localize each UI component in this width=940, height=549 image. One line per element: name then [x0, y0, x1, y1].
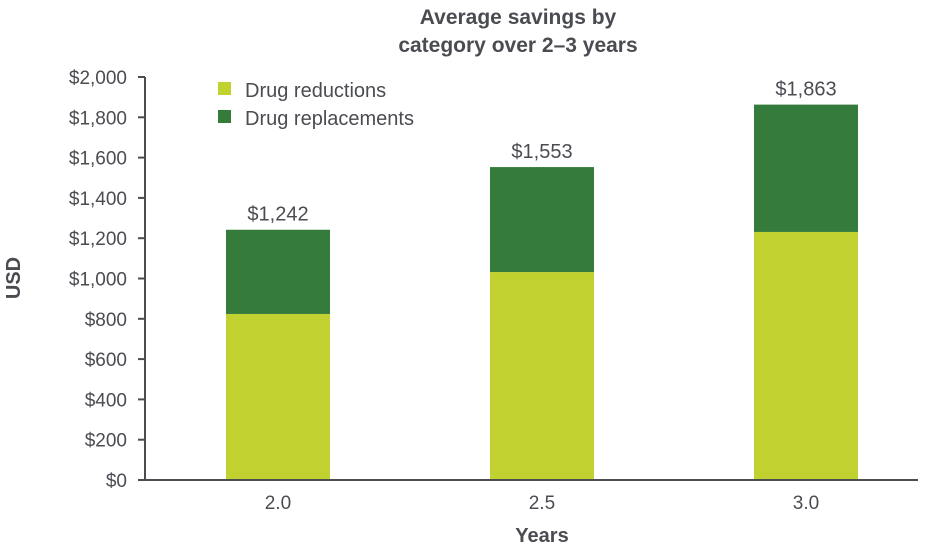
y-tick-label: $600	[85, 350, 127, 371]
legend-swatch-drug-reductions	[218, 82, 231, 95]
y-tick-label: $2,000	[69, 68, 127, 89]
y-tick-label: $1,800	[69, 108, 127, 129]
y-tick-label: $1,600	[69, 149, 127, 170]
bar-total-label: $1,863	[775, 79, 836, 101]
legend: Drug reductions Drug replacements	[218, 80, 414, 130]
bar-drug-replacements	[754, 104, 858, 232]
y-tick-label: $1,200	[69, 229, 127, 250]
bars: $1,242 $1,553 $1,863	[226, 79, 858, 480]
bar-total-label: $1,553	[511, 141, 572, 163]
bar-total-label: $1,242	[247, 204, 308, 226]
bar-drug-reductions	[754, 231, 858, 480]
x-tick-label: 3.0	[793, 493, 819, 514]
legend-label-drug-replacements: Drug replacements	[245, 108, 414, 130]
y-tick-label: $0	[106, 471, 127, 492]
y-tick-label: $1,000	[69, 270, 127, 291]
x-axis-title: Years	[515, 525, 568, 547]
y-tick-label: $200	[85, 431, 127, 452]
chart-title-line-2: category over 2–3 years	[398, 34, 637, 57]
x-tick-label: 2.0	[265, 493, 291, 514]
bar-drug-replacements	[490, 167, 594, 273]
y-axis-title: USD	[3, 257, 25, 299]
y-tick-label: $1,400	[69, 189, 127, 210]
bar-drug-replacements	[226, 229, 330, 314]
chart-title-line-1: Average savings by	[420, 6, 617, 29]
bar-drug-reductions	[490, 272, 594, 480]
x-tick-label: 2.5	[529, 493, 555, 514]
legend-swatch-drug-replacements	[218, 110, 231, 123]
bar-drug-reductions	[226, 313, 330, 480]
legend-label-drug-reductions: Drug reductions	[245, 80, 386, 102]
x-axis-ticks: 2.0 2.5 3.0	[265, 493, 819, 514]
y-tick-label: $400	[85, 390, 127, 411]
y-axis-ticks: $0 $200 $400 $600 $800 $1,000 $1,200 $1,400 $1,6…	[69, 68, 145, 492]
y-tick-label: $800	[85, 310, 127, 331]
